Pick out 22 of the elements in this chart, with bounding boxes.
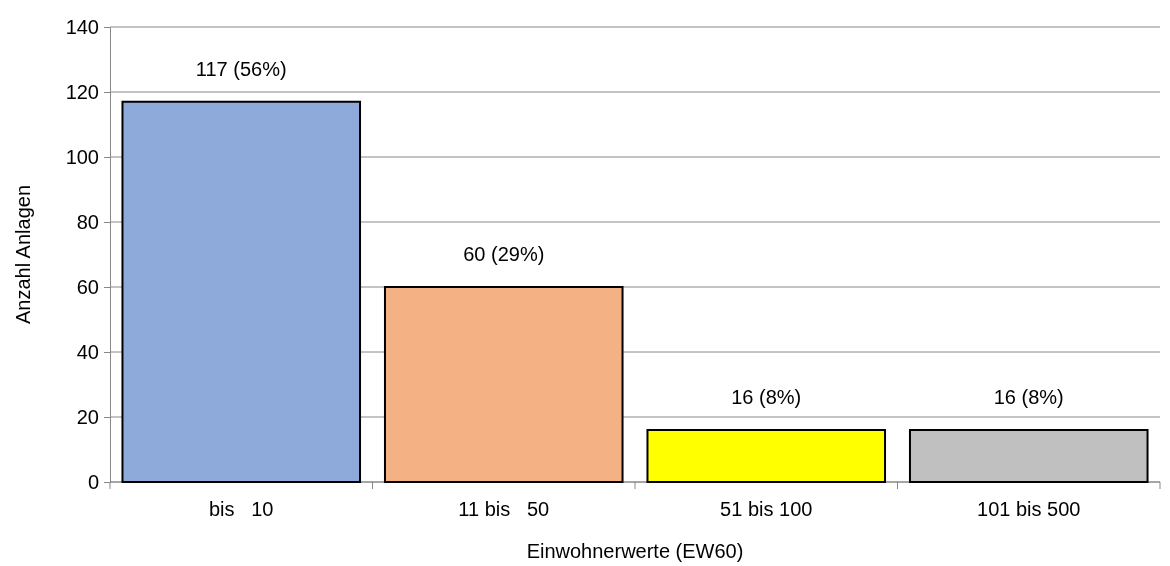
y-tick-label: 40 [76, 340, 99, 363]
y-tick-label: 0 [87, 470, 99, 493]
bar [383, 286, 624, 483]
y-axis-title: Anzahl Anlagen [12, 184, 34, 325]
x-tick-label: 11 bis 50 [458, 498, 550, 520]
bar [646, 429, 887, 483]
data-label: 16 (8%) [993, 386, 1064, 408]
bar [121, 100, 362, 483]
x-tick-label: 101 bis 500 [977, 498, 1081, 520]
y-tick-label: 60 [76, 275, 99, 298]
x-axis-title: Einwohnerwerte (EW60) [526, 540, 744, 562]
y-tick-label: 100 [65, 145, 99, 168]
bar [908, 429, 1149, 483]
y-tick-label: 20 [76, 405, 99, 428]
data-label: 16 (8%) [731, 386, 802, 408]
data-label: 60 (29%) [463, 243, 545, 265]
data-label: 117 (56%) [195, 57, 287, 80]
x-tick-label: bis 10 [209, 498, 274, 520]
y-tick-label: 80 [76, 210, 99, 233]
x-tick-label: 51 bis 100 [720, 498, 813, 520]
y-tick-label: 120 [65, 80, 99, 103]
y-tick-label: 140 [65, 15, 99, 38]
